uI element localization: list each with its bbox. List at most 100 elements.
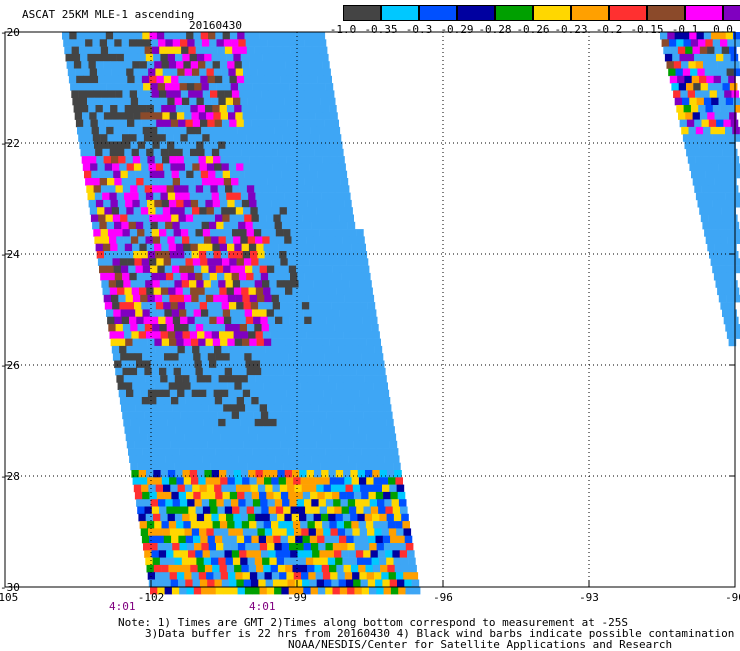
swath-cell <box>323 69 331 77</box>
swath-cell <box>213 112 221 120</box>
swath-cell <box>179 587 187 595</box>
swath-cell <box>276 47 284 55</box>
swath-cell <box>180 83 188 91</box>
swath-cell <box>233 375 241 383</box>
swath-cell <box>235 477 243 485</box>
swath-cell <box>152 229 160 237</box>
swath-cell <box>342 185 350 193</box>
swath-cell <box>149 302 157 310</box>
swath-cell <box>135 127 143 135</box>
swath-cell <box>124 236 132 244</box>
swath-cell <box>252 215 260 223</box>
swath-cell <box>691 105 699 113</box>
swath-cell <box>700 178 708 186</box>
swath-cell <box>290 273 298 281</box>
swath-cell <box>330 477 338 485</box>
swath-cell <box>221 69 229 77</box>
x-tick-label: -102 <box>138 591 165 604</box>
swath-cell <box>343 514 351 522</box>
swath-cell <box>348 222 356 230</box>
swath-cell <box>269 368 277 376</box>
swath-cell <box>394 558 402 566</box>
swath-cell <box>197 54 205 62</box>
swath-cell <box>200 163 208 171</box>
swath-cell <box>283 550 291 558</box>
swath-cell <box>277 558 285 566</box>
swath-cell <box>683 134 691 142</box>
swath-cell <box>181 412 189 420</box>
swath-cell <box>201 404 209 412</box>
swath-cell <box>316 251 324 259</box>
swath-cell <box>195 39 203 47</box>
swath-cell <box>125 61 133 69</box>
swath-cell <box>196 419 204 427</box>
swath-cell <box>243 251 251 259</box>
swath-cell <box>374 528 382 536</box>
swath-cell <box>126 251 134 259</box>
swath-cell <box>192 251 200 259</box>
swath-cell <box>170 207 178 215</box>
swath-cell <box>328 193 336 201</box>
swath-cell <box>125 244 133 252</box>
swath-cell <box>126 69 134 77</box>
swath-cell <box>148 528 156 536</box>
swath-cell <box>243 163 251 171</box>
swath-cell <box>215 492 223 500</box>
swath-cell <box>689 32 697 40</box>
swath-cell <box>707 178 715 186</box>
swath-cell <box>295 163 303 171</box>
swath-cell <box>155 390 163 398</box>
swath-cell <box>162 156 170 164</box>
swath-cell <box>246 178 254 186</box>
swath-cell <box>252 448 260 456</box>
swath-cell <box>346 397 354 405</box>
swath-cell <box>735 236 740 244</box>
swath-cell <box>221 251 229 259</box>
swath-cell <box>206 339 214 347</box>
swath-cell <box>230 32 238 40</box>
y-tick-label: -26 <box>0 359 20 372</box>
swath-cell <box>162 521 170 529</box>
swath-cell <box>300 565 308 573</box>
swath-cell <box>320 368 328 376</box>
swath-cell <box>204 419 212 427</box>
swath-cell <box>362 309 370 317</box>
swath-cell <box>326 361 334 369</box>
swath-cell <box>309 207 317 215</box>
swath-cell <box>315 244 323 252</box>
swath-cell <box>305 368 313 376</box>
swath-cell <box>397 485 405 493</box>
swath-cell <box>230 448 238 456</box>
swath-cell <box>250 69 258 77</box>
swath-cell <box>227 200 235 208</box>
swath-cell <box>331 485 339 493</box>
swath-cell <box>166 412 174 420</box>
swath-cell <box>232 229 240 237</box>
swath-cell <box>277 54 285 62</box>
swath-cell <box>349 550 357 558</box>
swath-cell <box>346 441 354 449</box>
swath-cell <box>331 346 339 354</box>
swath-cell <box>282 404 290 412</box>
swath-cell <box>187 178 195 186</box>
swath-cell <box>215 120 223 128</box>
swath-cell <box>337 339 345 347</box>
swath-cell <box>241 331 249 339</box>
swath-cell <box>252 492 260 500</box>
swath-cell <box>385 455 393 463</box>
swath-cell <box>202 83 210 91</box>
swath-cell <box>180 361 188 369</box>
swath-cell <box>133 156 141 164</box>
swath-cell <box>172 543 180 551</box>
swath-cell <box>205 288 213 296</box>
swath-cell <box>270 331 278 339</box>
swath-cell <box>238 222 246 230</box>
swath-cell <box>84 76 92 84</box>
swath-cell <box>312 368 320 376</box>
swath-cell <box>191 382 199 390</box>
swath-cell <box>246 455 254 463</box>
swath-cell <box>323 390 331 398</box>
swath-cell <box>371 324 379 332</box>
swath-cell <box>727 105 735 113</box>
swath-cell <box>231 404 239 412</box>
